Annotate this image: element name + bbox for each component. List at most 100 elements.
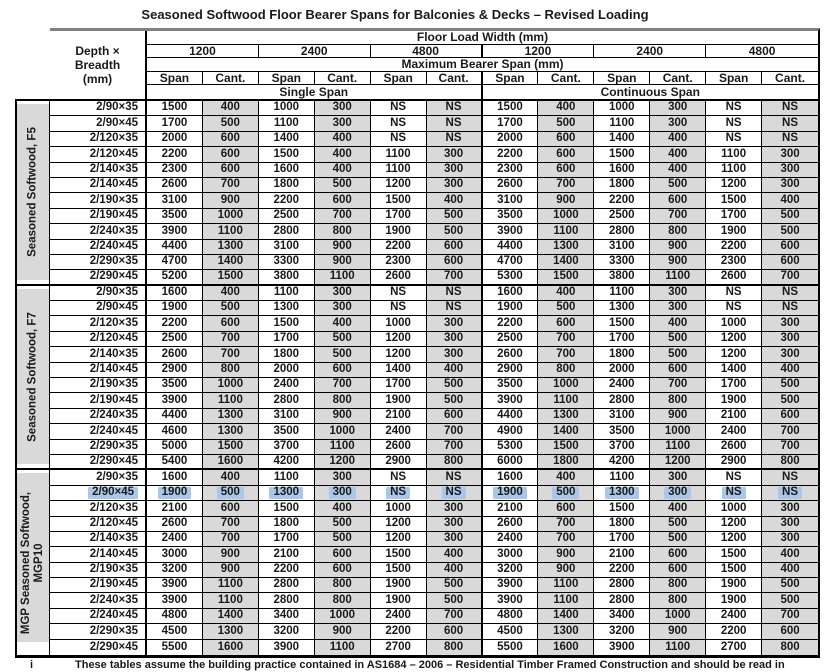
cell-text: 800 <box>220 363 240 376</box>
cell-text: 1500 <box>720 547 747 560</box>
text-selection: 300 <box>664 487 692 500</box>
value-cell: 1200 <box>650 454 707 471</box>
text-selection: 1300 <box>269 487 304 500</box>
text-selection: 2/90×45 <box>88 487 138 500</box>
value-cell: 800 <box>202 362 259 378</box>
size-cell: 2/140×45 <box>50 362 147 378</box>
size-cell: 2/120×35 <box>50 316 147 332</box>
cell-text: 300 <box>332 286 352 299</box>
cell-text: 4500 <box>497 624 523 637</box>
value-cell: 300 <box>650 485 707 502</box>
cell-text: 400 <box>332 316 352 329</box>
cell-text: 600 <box>780 239 800 252</box>
cell-text: NS <box>725 101 742 114</box>
value-cell: 600 <box>426 408 483 425</box>
value-cell: NS <box>706 116 763 132</box>
value-cell: 500 <box>762 378 818 394</box>
cell-text: 2600 <box>385 270 411 283</box>
value-cell: 1000 <box>706 501 763 517</box>
cell-text: 2/290×45 <box>89 270 138 283</box>
value-cell: 1600 <box>258 162 315 178</box>
size-cell: 2/140×35 <box>50 347 147 363</box>
cell-text: 700 <box>780 424 800 437</box>
value-cell: 700 <box>762 439 818 455</box>
value-cell: 1300 <box>538 408 595 425</box>
cell-text: 1900 <box>385 393 411 406</box>
value-cell: 3300 <box>258 254 315 271</box>
cell-text: 700 <box>443 609 464 622</box>
cell-text: 1700 <box>720 209 747 222</box>
depth-breadth-header: Depth × Breadth (mm) <box>50 31 147 99</box>
value-cell: 1800 <box>594 347 651 363</box>
value-cell: 400 <box>314 501 371 517</box>
cell-text: 500 <box>780 393 800 406</box>
cell-text: 1500 <box>720 563 747 576</box>
cell-text: 600 <box>443 624 464 637</box>
value-cell: 4400 <box>147 239 203 255</box>
value-cell: 300 <box>762 531 818 548</box>
size-cell: 2/140×45 <box>50 177 147 194</box>
cell-text: 1300 <box>217 424 244 437</box>
cell-text: 1100 <box>217 578 243 591</box>
cell-text: 2/290×45 <box>89 454 138 467</box>
value-cell: NS <box>762 301 818 317</box>
max-bearer-span-header: Maximum Bearer Span (mm) <box>147 58 818 72</box>
cell-text: 700 <box>220 178 240 191</box>
value-cell: NS <box>370 131 427 148</box>
value-cell: 900 <box>202 547 259 563</box>
value-cell: 900 <box>650 239 707 255</box>
cell-text: 3900 <box>161 224 188 237</box>
cell-text: 2900 <box>161 363 188 376</box>
value-cell: 5500 <box>483 639 539 655</box>
value-cell: 2600 <box>370 270 427 286</box>
value-cell: 600 <box>762 408 818 425</box>
value-cell: 600 <box>762 239 818 255</box>
cell-text: 2700 <box>720 640 747 653</box>
size-cell: 2/120×35 <box>50 131 147 148</box>
cell-text: NS <box>445 301 462 314</box>
cell-text: 1400 <box>553 609 579 622</box>
cell-text: 300 <box>668 286 688 299</box>
value-cell: 1000 <box>314 424 371 440</box>
value-cell: 1100 <box>258 116 315 132</box>
size-cell: 2/140×35 <box>50 162 147 178</box>
cell-text: 2/120×45 <box>89 332 138 345</box>
size-cell: 2/240×35 <box>50 224 147 240</box>
text-selection: 500 <box>216 487 244 500</box>
cell-text: 1600 <box>497 470 523 483</box>
cell-text: 1100 <box>665 640 691 653</box>
value-cell: 600 <box>762 624 818 640</box>
cell-text: 500 <box>556 301 576 314</box>
value-cell: 800 <box>314 393 371 409</box>
value-cell: 3500 <box>147 208 203 225</box>
value-cell: 500 <box>762 224 818 240</box>
cell-text: 300 <box>443 532 464 545</box>
cell-text: 1100 <box>385 147 411 160</box>
value-cell: NS <box>370 116 427 132</box>
cell-text: 900 <box>668 624 688 637</box>
load-width-4800-single: 4800 <box>370 44 483 59</box>
value-cell: 1100 <box>538 393 595 409</box>
value-cell: NS <box>762 485 818 502</box>
value-cell: 800 <box>650 578 707 594</box>
value-cell: 800 <box>650 393 707 409</box>
value-cell: 1000 <box>650 608 707 625</box>
cell-text: 800 <box>668 393 688 406</box>
cell-text: 2500 <box>273 209 300 222</box>
value-cell: 700 <box>314 208 371 225</box>
value-cell: 600 <box>650 193 707 209</box>
value-cell: 500 <box>538 301 595 317</box>
value-cell: 1400 <box>538 424 595 440</box>
cell-text: 1100 <box>553 224 579 237</box>
value-cell: 1200 <box>370 347 427 363</box>
cell-text: 4400 <box>497 409 523 422</box>
value-cell: 900 <box>650 408 707 425</box>
value-cell: 400 <box>202 101 259 117</box>
value-cell: 1600 <box>482 470 539 486</box>
cell-text: 1600 <box>161 470 188 483</box>
text-selection: 1300 <box>604 487 639 500</box>
value-cell: 300 <box>426 516 483 532</box>
cell-text: 1200 <box>385 332 411 345</box>
cell-text: 2600 <box>497 516 523 529</box>
cell-text: 300 <box>780 332 800 345</box>
